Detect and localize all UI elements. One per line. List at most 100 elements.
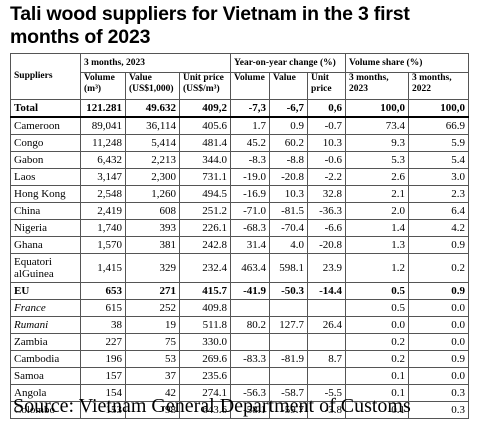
- table-body: Total 121.281 49.632 409,2 -7,3 -6,7 0,6 100,0 1…: [10, 99, 469, 419]
- yoy-value-cell: -20.8: [269, 168, 308, 186]
- share-2022-cell: 100,0: [408, 99, 469, 118]
- value-cell: 49.632: [125, 99, 180, 118]
- value-cell: 608: [125, 202, 180, 220]
- yoy-unit-price-cell: [307, 333, 346, 351]
- supplier-name-cell: China: [10, 202, 81, 220]
- yoy-unit-price-cell: -0.7: [307, 116, 346, 135]
- volume-cell: 2,548: [80, 185, 126, 203]
- share-2022-cell: 5.9: [408, 134, 469, 152]
- table-row: China 2,419 608 251.2 -71.0 -81.5 -36.3 2.0 6.4: [10, 202, 469, 220]
- share-2022-cell: 3.0: [408, 168, 469, 186]
- value-cell: 381: [125, 236, 180, 254]
- yoy-volume-cell: -16.9: [230, 185, 270, 203]
- yoy-volume-cell: -7,3: [230, 99, 270, 118]
- yoy-unit-price-cell: 8.7: [307, 350, 346, 368]
- volume-cell: 2,419: [80, 202, 126, 220]
- value-cell: 19: [125, 316, 180, 334]
- value-cell: 5,414: [125, 134, 180, 152]
- yoy-value-cell: 60.2: [269, 134, 308, 152]
- table-row: Total 121.281 49.632 409,2 -7,3 -6,7 0,6 100,0 1…: [10, 99, 469, 118]
- yoy-volume-cell: 1.7: [230, 116, 270, 135]
- volume-cell: 653: [80, 282, 126, 300]
- share-2023-cell: 2.1: [345, 185, 409, 203]
- table-row: Gabon 6,432 2,213 344.0 -8.3 -8.8 -0.6 5.3 5.4: [10, 151, 469, 169]
- supplier-name-cell: Cambodia: [10, 350, 81, 368]
- yoy-volume-cell: -19.0: [230, 168, 270, 186]
- yoy-volume-cell: [230, 299, 270, 317]
- value-cell: 252: [125, 299, 180, 317]
- share-2023-cell: 0.0: [345, 316, 409, 334]
- value-cell: 1,260: [125, 185, 180, 203]
- yoy-value-cell: 0.9: [269, 116, 308, 135]
- yoy-volume-cell: -71.0: [230, 202, 270, 220]
- table-row: Equatori alGuinea 1,415 329 232.4 463.4 598.1…: [10, 253, 469, 283]
- header-period: 3 months, 2023: [80, 53, 231, 73]
- yoy-unit-price-cell: -2.2: [307, 168, 346, 186]
- yoy-unit-price-cell: [307, 367, 346, 385]
- unit-price-cell: 415.7: [179, 282, 231, 300]
- yoy-volume-cell: -83.3: [230, 350, 270, 368]
- yoy-volume-cell: -68.3: [230, 219, 270, 237]
- share-2023-cell: 1.4: [345, 219, 409, 237]
- yoy-unit-price-cell: 26.4: [307, 316, 346, 334]
- header-yoy: Year-on-year change (%): [230, 53, 346, 73]
- value-cell: 37: [125, 367, 180, 385]
- share-2023-cell: 73.4: [345, 116, 409, 135]
- volume-cell: 3,147: [80, 168, 126, 186]
- yoy-unit-price-cell: [307, 299, 346, 317]
- yoy-value-cell: 127.7: [269, 316, 308, 334]
- supplier-name-cell: Total: [10, 99, 81, 118]
- yoy-volume-cell: [230, 333, 270, 351]
- header-value: Value (US$1,000): [125, 72, 180, 100]
- share-2023-cell: 0.2: [345, 333, 409, 351]
- supplier-name-cell: Cameroon: [10, 116, 81, 135]
- table-row: Cambodia 196 53 269.6 -83.3 -81.9 8.7 0.2 0.9: [10, 350, 469, 368]
- header-yoy-volume: Volume: [230, 72, 270, 100]
- supplier-name-cell: Ghana: [10, 236, 81, 254]
- table-row: Zambia 227 75 330.0 0.2 0.0: [10, 333, 469, 351]
- share-2023-cell: 0.2: [345, 350, 409, 368]
- table-row: Colombo 153 98 643.6 -58.1 -59.7 -3.8 0.1 0.3: [10, 401, 469, 419]
- yoy-volume-cell: 80.2: [230, 316, 270, 334]
- yoy-value-cell: [269, 299, 308, 317]
- share-2022-cell: 0.0: [408, 333, 469, 351]
- source-note: Source: Vietnam General Department of Cu…: [13, 395, 411, 417]
- table-row: Nigeria 1,740 393 226.1 -68.3 -70.4 -6.6 1.4 4.2: [10, 219, 469, 237]
- yoy-volume-cell: -41.9: [230, 282, 270, 300]
- share-2022-cell: 0.9: [408, 350, 469, 368]
- header-yoy-unit-price: Unit price: [307, 72, 346, 100]
- supplier-name-cell: Zambia: [10, 333, 81, 351]
- header-share-2022: 3 months, 2022: [408, 72, 469, 100]
- share-2022-cell: 0.3: [408, 401, 469, 419]
- table-row: France 615 252 409.8 0.5 0.0: [10, 299, 469, 317]
- suppliers-table: Suppliers 3 months, 2023 Year-on-year ch…: [10, 53, 469, 419]
- yoy-value-cell: -70.4: [269, 219, 308, 237]
- unit-price-cell: 409.8: [179, 299, 231, 317]
- volume-cell: 227: [80, 333, 126, 351]
- yoy-value-cell: -6,7: [269, 99, 308, 118]
- table-row: Ghana 1,570 381 242.8 31.4 4.0 -20.8 1.3 0.9: [10, 236, 469, 254]
- share-2022-cell: 5.4: [408, 151, 469, 169]
- share-2023-cell: 1.3: [345, 236, 409, 254]
- volume-cell: 1,740: [80, 219, 126, 237]
- yoy-unit-price-cell: 0,6: [307, 99, 346, 118]
- volume-cell: 196: [80, 350, 126, 368]
- table-row: Cameroon 89,041 36,114 405.6 1.7 0.9 -0.7 73.4 6…: [10, 116, 469, 135]
- yoy-volume-cell: 45.2: [230, 134, 270, 152]
- yoy-unit-price-cell: 23.9: [307, 253, 346, 283]
- share-2023-cell: 0.1: [345, 367, 409, 385]
- share-2023-cell: 5.3: [345, 151, 409, 169]
- supplier-name-cell: Rumani: [10, 316, 81, 334]
- header-volume: Volume (m³): [80, 72, 126, 100]
- yoy-value-cell: 598.1: [269, 253, 308, 283]
- yoy-volume-cell: 463.4: [230, 253, 270, 283]
- supplier-name-cell: France: [10, 299, 81, 317]
- yoy-value-cell: 4.0: [269, 236, 308, 254]
- yoy-unit-price-cell: -36.3: [307, 202, 346, 220]
- share-2023-cell: 2.6: [345, 168, 409, 186]
- unit-price-cell: 242.8: [179, 236, 231, 254]
- table-row: Samoa 157 37 235.6 0.1 0.0: [10, 367, 469, 385]
- unit-price-cell: 269.6: [179, 350, 231, 368]
- share-2022-cell: 0.3: [408, 384, 469, 402]
- supplier-name-cell: Gabon: [10, 151, 81, 169]
